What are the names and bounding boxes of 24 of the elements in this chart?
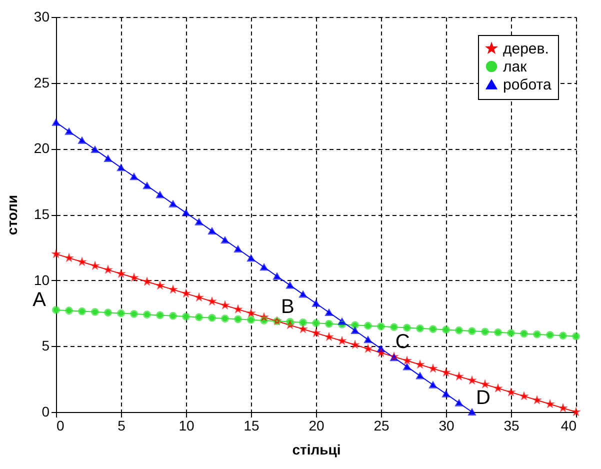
x-tick-label: 15 [244,418,260,434]
legend-label: дерев. [503,40,549,58]
x-tick-label: 20 [308,418,324,434]
y-tick-label: 0 [42,404,50,420]
y-tick-label: 10 [34,272,50,288]
x-tick-label: 0 [56,418,64,434]
y-tick-label: 20 [34,140,50,156]
x-tick-label: 5 [118,418,126,434]
y-tick-label: 5 [42,338,50,354]
legend-label: робота [503,76,552,94]
x-tick-label: 35 [504,418,520,434]
x-axis-title: стільці [292,442,341,458]
legend-label: лак [503,58,528,76]
x-tick-label: 25 [374,418,390,434]
y-tick-label: 25 [34,74,50,90]
x-tick-label: 40 [560,418,577,434]
annotation: A [32,288,47,311]
x-tick-label: 30 [438,418,454,434]
annotation: B [281,296,294,318]
x-tick-label: 10 [178,418,194,434]
y-tick-label: 15 [34,206,50,222]
y-axis-title: столи [4,194,20,236]
y-tick-label: 30 [34,8,50,24]
annotation: D [476,387,490,409]
